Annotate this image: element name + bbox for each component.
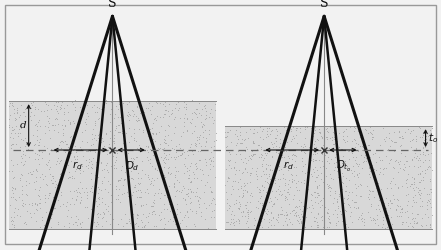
Bar: [9, 101, 216, 229]
Text: $r_d$: $r_d$: [72, 159, 82, 172]
Text: $t_o$: $t_o$: [428, 131, 438, 145]
Bar: [225, 126, 432, 229]
Text: $D_{t_o}$: $D_{t_o}$: [336, 159, 352, 174]
Text: S: S: [108, 0, 117, 10]
Text: $r_d$: $r_d$: [284, 159, 294, 172]
Text: d: d: [20, 121, 26, 130]
Text: S: S: [320, 0, 329, 10]
Text: $D_d$: $D_d$: [125, 159, 140, 172]
